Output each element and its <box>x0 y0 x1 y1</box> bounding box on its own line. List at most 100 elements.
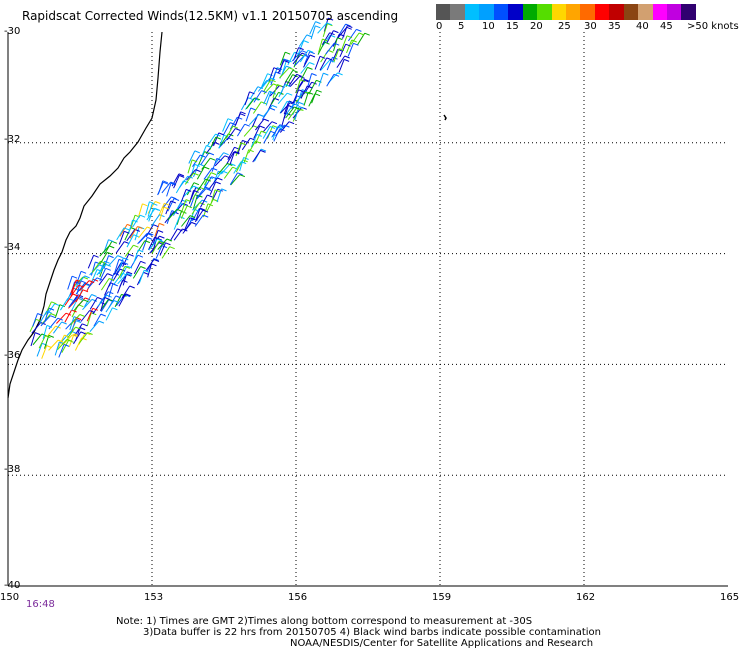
wind-barb-flag <box>153 259 160 262</box>
wind-barb <box>285 103 295 116</box>
wind-barb <box>346 39 353 54</box>
wind-barb-flag <box>140 260 146 264</box>
wind-barb-flag <box>140 266 146 269</box>
wind-barb-flag <box>72 334 78 338</box>
wind-barb-flag <box>96 277 103 281</box>
wind-barb <box>41 345 48 359</box>
wind-barb-flag <box>170 181 176 185</box>
wind-barb-flag <box>345 23 351 27</box>
wind-barb-flag <box>326 22 332 26</box>
wind-barb <box>132 266 142 279</box>
wind-barb <box>192 154 201 167</box>
wind-barb-flag <box>164 202 170 206</box>
wind-barb-flag <box>254 97 261 101</box>
wind-barb <box>270 92 279 105</box>
wind-barb <box>138 226 148 239</box>
wind-barb <box>223 122 231 136</box>
wind-barb-flag <box>227 118 234 122</box>
wind-barb <box>138 270 145 284</box>
wind-barb <box>86 312 92 327</box>
wind-barb <box>319 57 328 71</box>
wind-barb <box>284 70 294 83</box>
island <box>443 114 447 121</box>
wind-barb-flag <box>346 26 352 30</box>
wind-barb-flag <box>34 332 41 336</box>
wind-barb-flag <box>165 242 171 246</box>
wind-barb <box>257 80 268 92</box>
wind-barb <box>333 37 338 52</box>
wind-barb <box>184 172 194 185</box>
wind-barb <box>207 133 216 146</box>
wind-barb <box>145 201 150 216</box>
wind-barb <box>87 255 95 269</box>
wind-barb-flag <box>243 157 249 160</box>
wind-barb <box>236 123 246 137</box>
wind-barb <box>100 297 106 312</box>
wind-barb-flag <box>338 48 345 52</box>
wind-barb <box>308 93 316 107</box>
wind-barb-flag <box>157 238 163 242</box>
wind-barb-flag <box>344 55 350 59</box>
wind-barb-flag <box>80 331 86 335</box>
wind-barb <box>243 149 250 164</box>
wind-barb <box>128 219 134 234</box>
wind-barb-flag <box>309 62 315 65</box>
scale-swatch <box>522 4 538 20</box>
wind-barb <box>229 151 236 165</box>
wind-barb <box>237 140 243 154</box>
wind-barb <box>155 245 163 259</box>
wind-barb <box>159 242 166 256</box>
wind-barb-flag <box>59 304 65 308</box>
scale-swatch <box>436 4 451 20</box>
wind-barb <box>99 252 108 265</box>
wind-barb <box>300 85 308 99</box>
scale-swatch <box>565 4 581 20</box>
wind-barb-flag <box>276 67 283 71</box>
wind-barb <box>86 308 94 322</box>
wind-barb <box>167 208 178 221</box>
wind-barb <box>188 150 196 164</box>
wind-barb <box>165 200 172 215</box>
scale-swatch <box>551 4 566 20</box>
wind-barb <box>147 263 152 278</box>
wind-barb-flag <box>107 251 113 255</box>
wind-barb <box>108 255 119 267</box>
wind-barb-flag <box>292 74 298 78</box>
wind-barb <box>117 273 128 285</box>
wind-barb <box>46 303 56 316</box>
wind-barb-flag <box>193 172 199 176</box>
wind-barb <box>180 205 188 219</box>
wind-barb-flag <box>153 224 159 228</box>
wind-barb <box>118 231 125 245</box>
wind-barb <box>158 203 165 217</box>
wind-barb <box>309 80 317 93</box>
wind-barb <box>78 332 88 344</box>
wind-barb <box>44 307 50 322</box>
wind-barb-flag <box>195 169 201 173</box>
wind-barb-flag <box>207 194 213 198</box>
wind-barb-flag <box>124 294 131 298</box>
wind-barb-flag <box>187 175 193 179</box>
wind-barb <box>222 118 229 132</box>
scale-label: 15 <box>506 21 519 32</box>
wind-barb <box>36 343 43 357</box>
wind-barb <box>252 150 261 163</box>
wind-barb-flag <box>261 130 267 134</box>
wind-barb-flag <box>324 41 330 45</box>
wind-barb-flag <box>143 269 150 273</box>
wind-barb <box>309 21 316 35</box>
wind-barb-flag <box>292 69 299 73</box>
wind-barb-flag <box>298 89 304 93</box>
wind-barb <box>145 259 155 272</box>
wind-barb <box>265 91 272 106</box>
wind-barb <box>154 223 160 237</box>
wind-barb-flag <box>240 142 247 146</box>
wind-barb <box>287 52 295 66</box>
latitude-label: -30 <box>4 26 21 37</box>
wind-barb-flag <box>269 126 276 129</box>
wind-barb-flag <box>57 317 63 321</box>
wind-barb-flag <box>189 217 196 221</box>
wind-barb <box>31 322 42 334</box>
wind-barb-flag <box>171 210 177 214</box>
wind-barb-flag <box>124 241 130 245</box>
